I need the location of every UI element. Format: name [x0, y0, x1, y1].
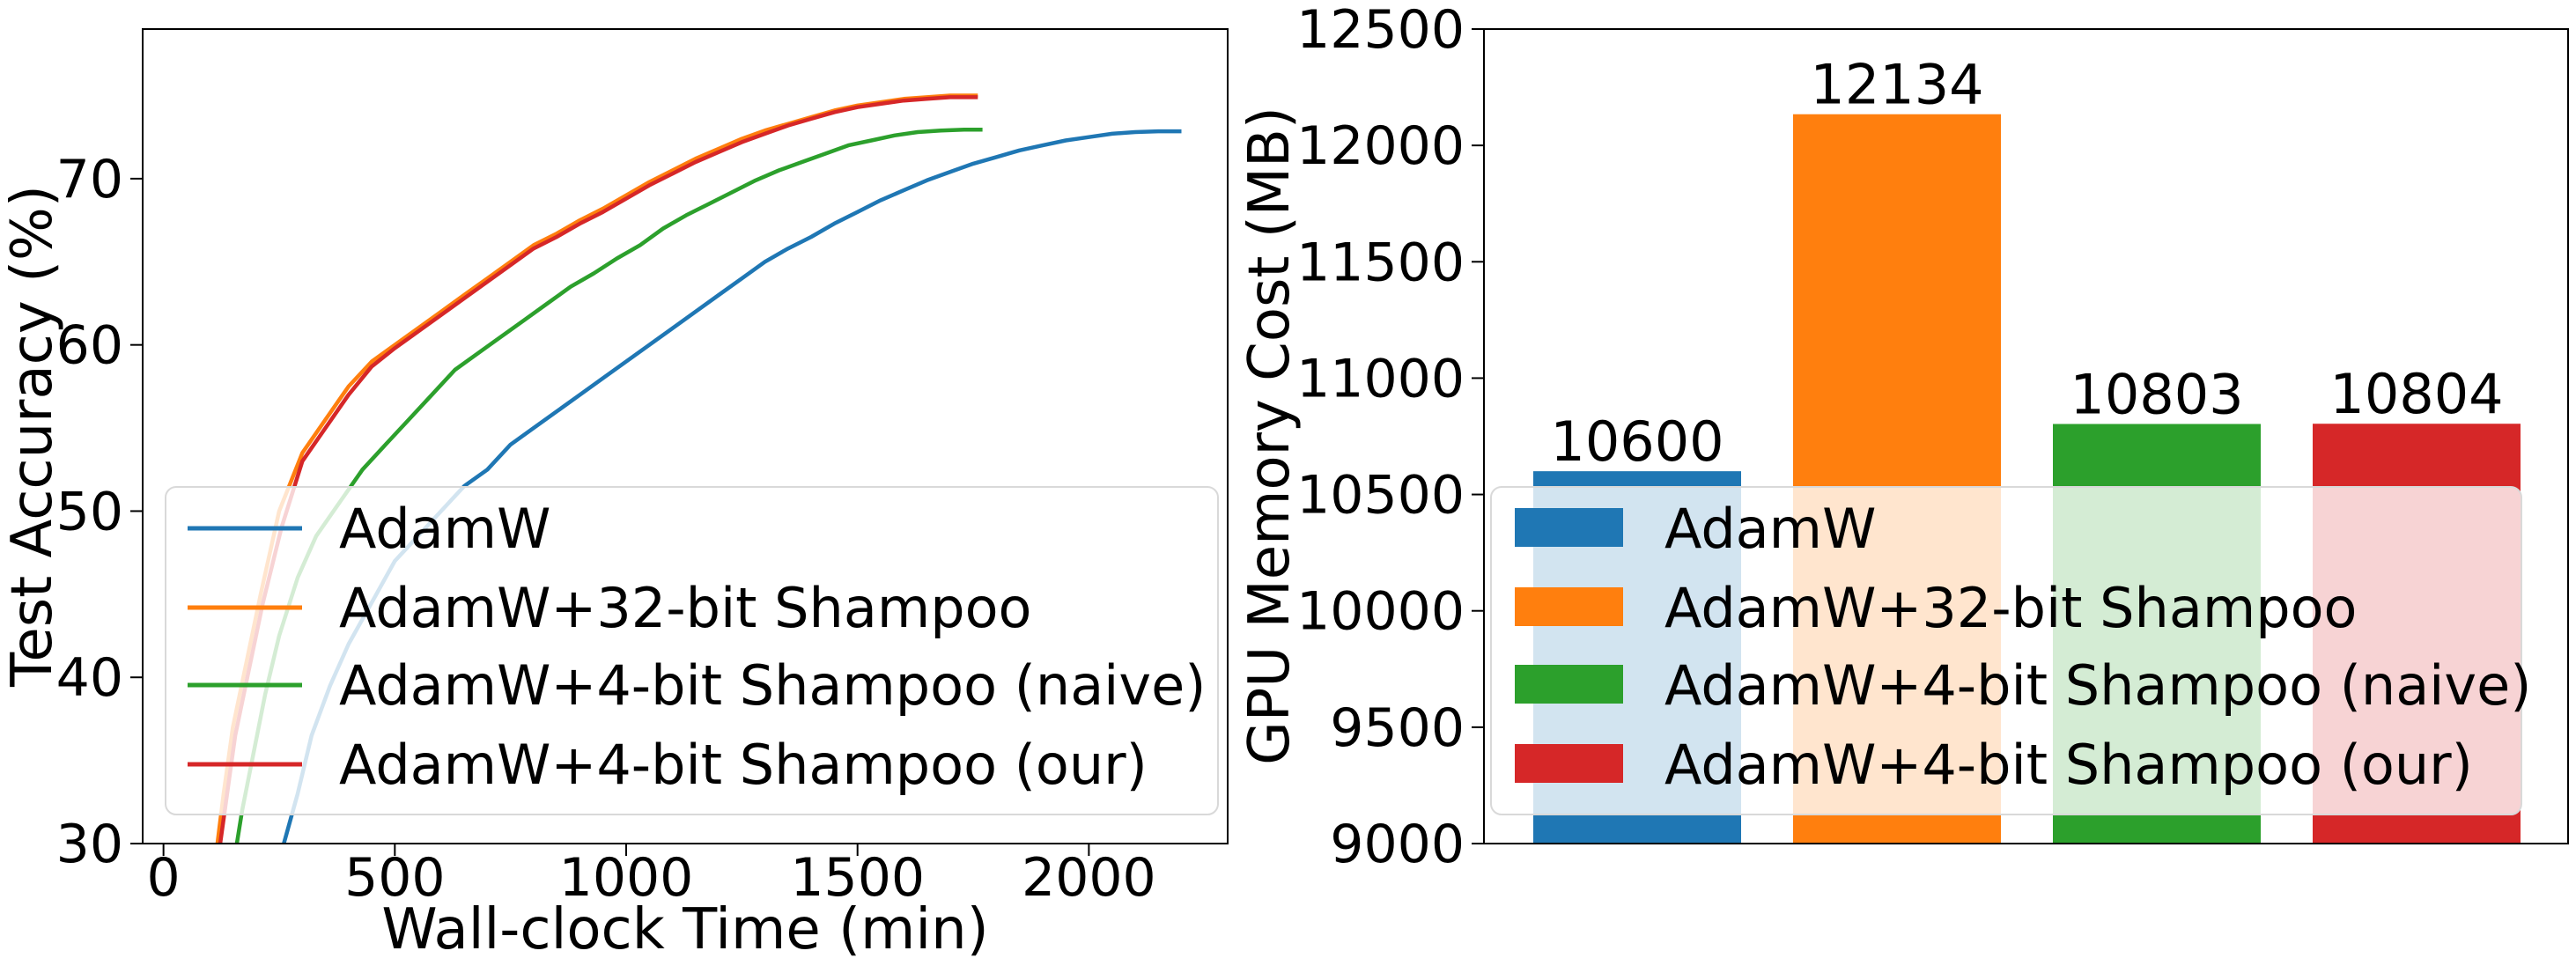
right-legend: AdamW AdamW+32-bit Shampoo AdamW+4-bit S…: [1490, 486, 2531, 815]
y-tick-label-right: 12500: [1296, 0, 1465, 61]
y-axis-label: Test Accuracy (%): [0, 185, 65, 688]
y-tick-label-right: 11000: [1296, 348, 1465, 409]
y-tick-label: 50: [56, 481, 123, 542]
y-tick-label-right: 12000: [1296, 115, 1465, 177]
y-tick-label: 40: [56, 647, 123, 709]
y-axis-ticks: 30 40 50 60 70: [56, 149, 143, 875]
y-axis-ticks-right: 9000 9500 10000 10500 11000 11500 12000 12500: [1296, 0, 1484, 875]
legend-label-shampoo4-naive: AdamW+4-bit Shampoo (naive): [339, 653, 1206, 718]
legend-label-shampoo4-our-bar: AdamW+4-bit Shampoo (our): [1664, 733, 2473, 797]
legend-label-adamw-bar: AdamW: [1664, 497, 1876, 561]
x-tick-label: 500: [344, 847, 446, 909]
left-legend-box: [165, 486, 1219, 815]
left-legend: AdamW AdamW+32-bit Shampoo AdamW+4-bit S…: [165, 486, 1219, 815]
legend-label-shampoo32-bar: AdamW+32-bit Shampoo: [1664, 576, 2357, 640]
y-tick-label-right: 9000: [1330, 814, 1465, 875]
bar-value-label: 12134: [1810, 53, 1983, 117]
right-legend-box: [1490, 486, 2522, 815]
accuracy-line-chart: 0 500 1000 1500 2000 30 40 50 60 70 Wall-clock T…: [0, 28, 1229, 962]
x-tick-label: 1500: [790, 847, 925, 909]
bar-value-label: 10803: [2070, 362, 2243, 426]
x-tick-label: 2000: [1022, 847, 1156, 909]
legend-label-adamw: AdamW: [339, 497, 550, 561]
bar-value-label: 10804: [2329, 362, 2503, 426]
y-tick-label: 70: [56, 149, 123, 210]
legend-swatch-shampoo4-our-bar: [1515, 744, 1623, 783]
memory-bar-chart: 10600 12134 10803 10804 9000 9500 10000 10500 1…: [1237, 0, 2569, 875]
y-tick-label-right: 9500: [1330, 697, 1465, 759]
legend-swatch-shampoo32-bar: [1515, 587, 1623, 626]
y-tick-label-right: 11500: [1296, 232, 1465, 293]
x-axis-label: Wall-clock Time (min): [381, 897, 988, 962]
y-tick-label: 30: [56, 814, 123, 875]
x-axis-ticks: 0 500 1000 1500 2000: [147, 844, 1156, 909]
y-tick-label: 60: [56, 315, 123, 377]
legend-label-shampoo4-naive-bar: AdamW+4-bit Shampoo (naive): [1664, 653, 2531, 718]
left-plot-frame: [142, 28, 1229, 844]
legend-swatch-adamw-bar: [1515, 508, 1623, 547]
x-tick-label: 0: [147, 847, 181, 909]
right-plot-frame: [1483, 28, 2569, 844]
series-line-adamw-4-bit-shampoo-our: [218, 95, 978, 844]
y-axis-label-right: GPU Memory Cost (MB): [1237, 107, 1303, 765]
y-tick-label-right: 10000: [1296, 581, 1465, 643]
legend-label-shampoo4-our: AdamW+4-bit Shampoo (our): [339, 733, 1148, 797]
x-tick-label: 1000: [559, 847, 694, 909]
legend-label-shampoo32: AdamW+32-bit Shampoo: [339, 576, 1031, 640]
legend-swatch-shampoo4-naive-bar: [1515, 665, 1623, 704]
y-tick-label-right: 10500: [1296, 465, 1465, 527]
bar-value-label: 10600: [1550, 409, 1723, 474]
